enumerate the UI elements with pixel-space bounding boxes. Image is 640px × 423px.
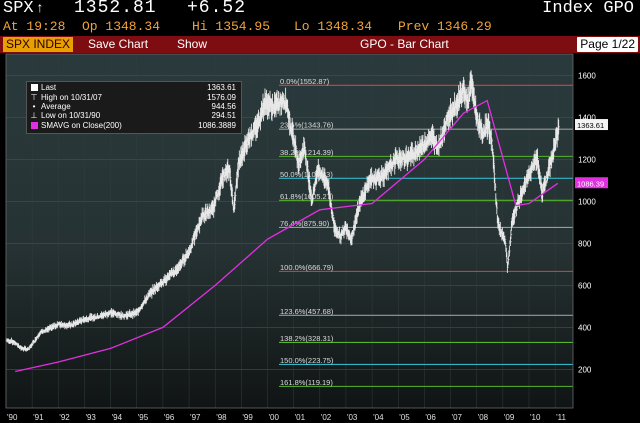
y-tick-label: 600: [578, 281, 592, 290]
x-tick-label: '93: [85, 413, 96, 422]
x-tick-label: '97: [190, 413, 201, 422]
x-tick-label: '03: [347, 413, 358, 422]
x-tick-label: '94: [112, 413, 123, 422]
quote-detail-row: At 19:28 Op 1348.34 Hi 1354.95 Lo 1348.3…: [0, 18, 640, 36]
last-value-box: [575, 119, 608, 131]
last-value-label: 1363.61: [577, 121, 604, 130]
index-label: Index GPO: [542, 0, 634, 18]
y-tick-label: 400: [578, 323, 592, 332]
high-price: Hi 1354.95: [192, 19, 271, 34]
x-tick-label: '11: [556, 413, 566, 422]
x-tick-label: '01: [295, 413, 306, 422]
save-chart-button[interactable]: Save Chart: [88, 37, 149, 51]
previous-close: Prev 1346.29: [398, 19, 492, 34]
toolbar: SPX INDEX Save Chart Show GPO - Bar Char…: [0, 36, 640, 53]
fib-level-label: 123.6%(457.68): [280, 307, 334, 316]
x-tick-label: '96: [164, 413, 175, 422]
y-tick-label: 1200: [578, 155, 596, 164]
y-tick-label: 1400: [578, 113, 596, 122]
x-tick-label: '09: [504, 413, 515, 422]
x-tick-label: '99: [242, 413, 253, 422]
fib-level-label: 161.8%(119.19): [280, 378, 333, 387]
bar-chart[interactable]: 0.0%(1552.87) 23.6%(1343.76) 38.2%(1214.39…: [0, 53, 640, 423]
plot-frame: [5, 53, 574, 409]
high-marker-icon: ⊤: [30, 93, 38, 102]
legend-item-high: ⊤ High on 10/31/07 1576.09: [30, 93, 236, 102]
y-tick-label: 1000: [578, 197, 596, 206]
fib-level-label: 0.0%(1552.87): [280, 77, 330, 86]
smavg-line: [15, 99, 559, 373]
x-tick-label: '10: [530, 413, 541, 422]
legend-item-low: ⊥ Low on 10/31/90 294.51: [30, 111, 236, 120]
fib-level-label: 76.4%(875.90): [280, 219, 330, 228]
fib-level-label: 138.2%(328.31): [280, 334, 334, 343]
ticker-symbol[interactable]: SPX ↑: [3, 0, 45, 18]
legend-item-last: Last 1363.61: [27, 83, 241, 93]
open-price: Op 1348.34: [82, 19, 161, 34]
average-marker-icon: •: [32, 102, 36, 111]
x-tick-label: '06: [425, 413, 436, 422]
show-button[interactable]: Show: [177, 37, 208, 51]
square-icon: [30, 122, 38, 130]
last-price: 1352.81: [74, 0, 157, 18]
x-tick-label: '05: [399, 413, 410, 422]
low-marker-icon: ⊥: [30, 111, 38, 120]
price-change: +6.52: [187, 0, 247, 18]
smavg-value-label: 1086.39: [577, 179, 604, 188]
y-tick-label: 200: [578, 365, 592, 374]
quote-header: SPX ↑ 1352.81 +6.52 Index GPO: [0, 0, 640, 19]
x-tick-label: '98: [216, 413, 227, 422]
x-tick-label: '95: [138, 413, 149, 422]
chart-legend: Last 1363.61 ⊤ High on 10/31/07 1576.09 …: [26, 81, 242, 134]
fib-level-label: 38.2%(1214.39): [280, 148, 334, 157]
fib-level-label: 61.8%(1005.27): [280, 192, 334, 201]
x-tick-label: '07: [452, 413, 463, 422]
x-tick-label: '00: [269, 413, 280, 422]
legend-item-average: • Average 944.56: [27, 102, 241, 112]
chart-title: GPO - Bar Chart: [360, 37, 449, 51]
up-arrow-icon: ↑: [35, 1, 45, 17]
x-tick-label: '08: [478, 413, 489, 422]
low-price: Lo 1348.34: [294, 19, 373, 34]
x-tick-label: '92: [59, 413, 70, 422]
x-tick-label: '04: [373, 413, 384, 422]
security-tab[interactable]: SPX INDEX: [3, 37, 74, 52]
x-tick-label: '90: [7, 413, 18, 422]
square-icon: [30, 84, 38, 92]
fib-level-label: 100.0%(666.79): [280, 263, 334, 272]
x-tick-label: '91: [33, 413, 44, 422]
y-tick-label: 800: [578, 239, 592, 248]
quote-time: At 19:28: [3, 19, 66, 34]
y-tick-label: 1600: [578, 71, 596, 80]
fib-level-label: 50.0%(1109.83): [280, 170, 333, 179]
x-tick-label: '02: [321, 413, 332, 422]
smavg-value-box: [575, 177, 608, 189]
page-indicator[interactable]: Page 1/22: [577, 37, 638, 52]
fib-level-label: 23.6%(1343.76): [280, 121, 334, 130]
legend-item-smavg: SMAVG on Close(200) 1086.3889: [27, 121, 241, 131]
fib-level-label: 150.0%(223.75): [280, 356, 334, 365]
